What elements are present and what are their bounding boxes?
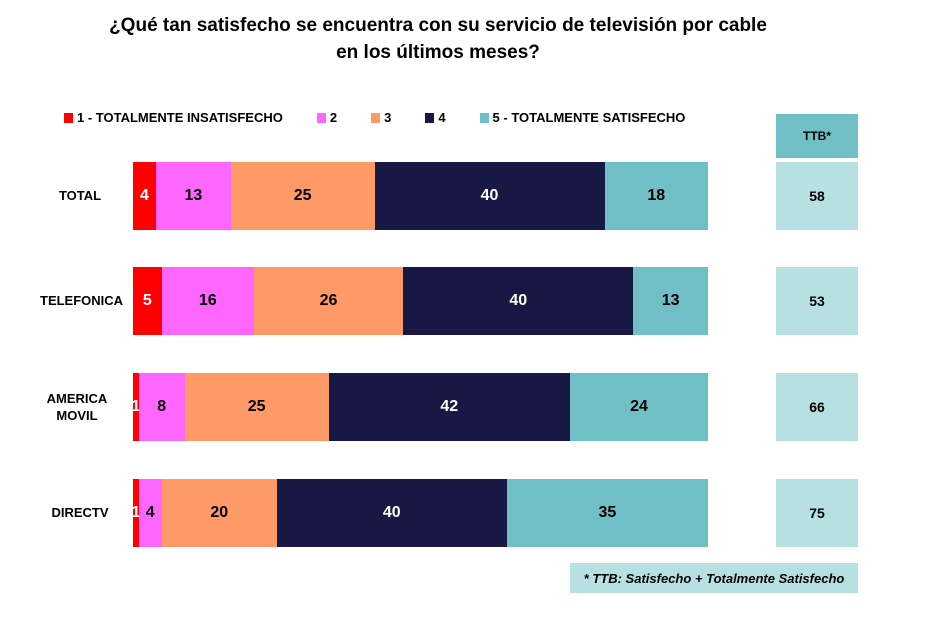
ttb-value: 66 <box>776 373 858 441</box>
bar-segment: 1 <box>131 479 141 547</box>
data-label: 1 <box>131 504 141 521</box>
legend-label: 1 - TOTALMENTE INSATISFECHO <box>77 110 283 125</box>
data-label: 13 <box>661 292 680 309</box>
chart-title: ¿Qué tan satisfecho se encuentra con su … <box>0 12 876 66</box>
legend-swatch <box>425 112 435 123</box>
bar-segment: 8 <box>138 373 185 441</box>
bar-segment: 1 <box>131 373 141 441</box>
legend-swatch <box>479 112 489 123</box>
data-label: 25 <box>293 187 312 204</box>
bar-segment: 20 <box>161 479 277 547</box>
data-label: 16 <box>198 292 217 309</box>
legend-item: 1 - TOTALMENTE INSATISFECHO <box>64 110 283 125</box>
ttb-value: 53 <box>776 267 858 335</box>
bar-row: 1 4 20 40 35 <box>131 479 708 547</box>
data-label: 5 <box>142 292 152 309</box>
data-label: 42 <box>440 398 459 415</box>
bar-segment: 35 <box>506 479 708 547</box>
legend-item: 5 - TOTALMENTE SATISFECHO <box>479 110 686 125</box>
bar-segment: 13 <box>156 162 231 230</box>
data-label: 1 <box>131 398 141 415</box>
ttb-value: 58 <box>776 162 858 230</box>
bar-segment: 40 <box>403 267 634 335</box>
legend-label: 4 <box>438 110 446 125</box>
bar-row: 5 16 26 40 13 <box>133 267 708 335</box>
title-line-2: en los últimos meses? <box>336 42 540 63</box>
bar-segment: 4 <box>133 162 156 230</box>
data-label: 4 <box>145 504 155 521</box>
data-label: 13 <box>184 187 203 204</box>
legend-swatch <box>64 112 73 123</box>
legend-label: 3 <box>384 110 392 125</box>
bar-segment: 4 <box>138 479 162 547</box>
category-label: AMERICA MOVIL <box>46 391 108 423</box>
ttb-header: TTB* <box>776 114 858 158</box>
category-label: DIRECTV <box>51 505 109 520</box>
legend: 1 - TOTALMENTE INSATISFECHO 2 3 4 5 - TOTALM… <box>64 110 719 125</box>
data-label: 40 <box>509 292 528 309</box>
bar-row: 4 13 25 40 18 <box>133 162 708 230</box>
bar-segment: 26 <box>253 267 404 335</box>
data-label: 8 <box>157 398 167 415</box>
legend-item: 4 <box>425 110 446 125</box>
bar-segment: 25 <box>184 373 329 441</box>
data-label: 40 <box>480 187 499 204</box>
bar-row: 1 8 25 42 24 <box>131 373 708 441</box>
data-label: 35 <box>598 504 617 521</box>
bar-segment: 13 <box>633 267 708 335</box>
data-label: 24 <box>630 398 648 415</box>
bar-segment: 40 <box>276 479 507 547</box>
bar-segment: 25 <box>230 162 375 230</box>
bar-segment: 18 <box>604 162 708 230</box>
legend-item: 3 <box>371 110 391 125</box>
footnote: * TTB: Satisfecho + Totalmente Satisfech… <box>570 563 858 593</box>
legend-item: 2 <box>316 110 338 125</box>
category-label: TELEFONICA <box>40 293 124 308</box>
legend-label: 2 <box>329 110 338 125</box>
legend-label: 5 - TOTALMENTE SATISFECHO <box>492 110 686 125</box>
bar-segment: 40 <box>374 162 605 230</box>
data-label: 26 <box>319 292 338 309</box>
legend-swatch <box>371 112 381 123</box>
data-label: 25 <box>247 398 266 415</box>
legend-swatch <box>316 112 326 123</box>
bar-segment: 24 <box>570 373 708 441</box>
title-line-1: ¿Qué tan satisfecho se encuentra con su … <box>109 15 767 36</box>
data-label: 18 <box>647 187 666 204</box>
category-label: TOTAL <box>58 188 102 203</box>
ttb-value: 75 <box>776 479 858 547</box>
data-label: 40 <box>382 504 401 521</box>
data-label: 4 <box>140 187 149 204</box>
bar-segment: 42 <box>328 373 570 441</box>
bar-segment: 16 <box>161 267 254 335</box>
data-label: 20 <box>210 504 229 521</box>
bar-segment: 5 <box>133 267 162 335</box>
